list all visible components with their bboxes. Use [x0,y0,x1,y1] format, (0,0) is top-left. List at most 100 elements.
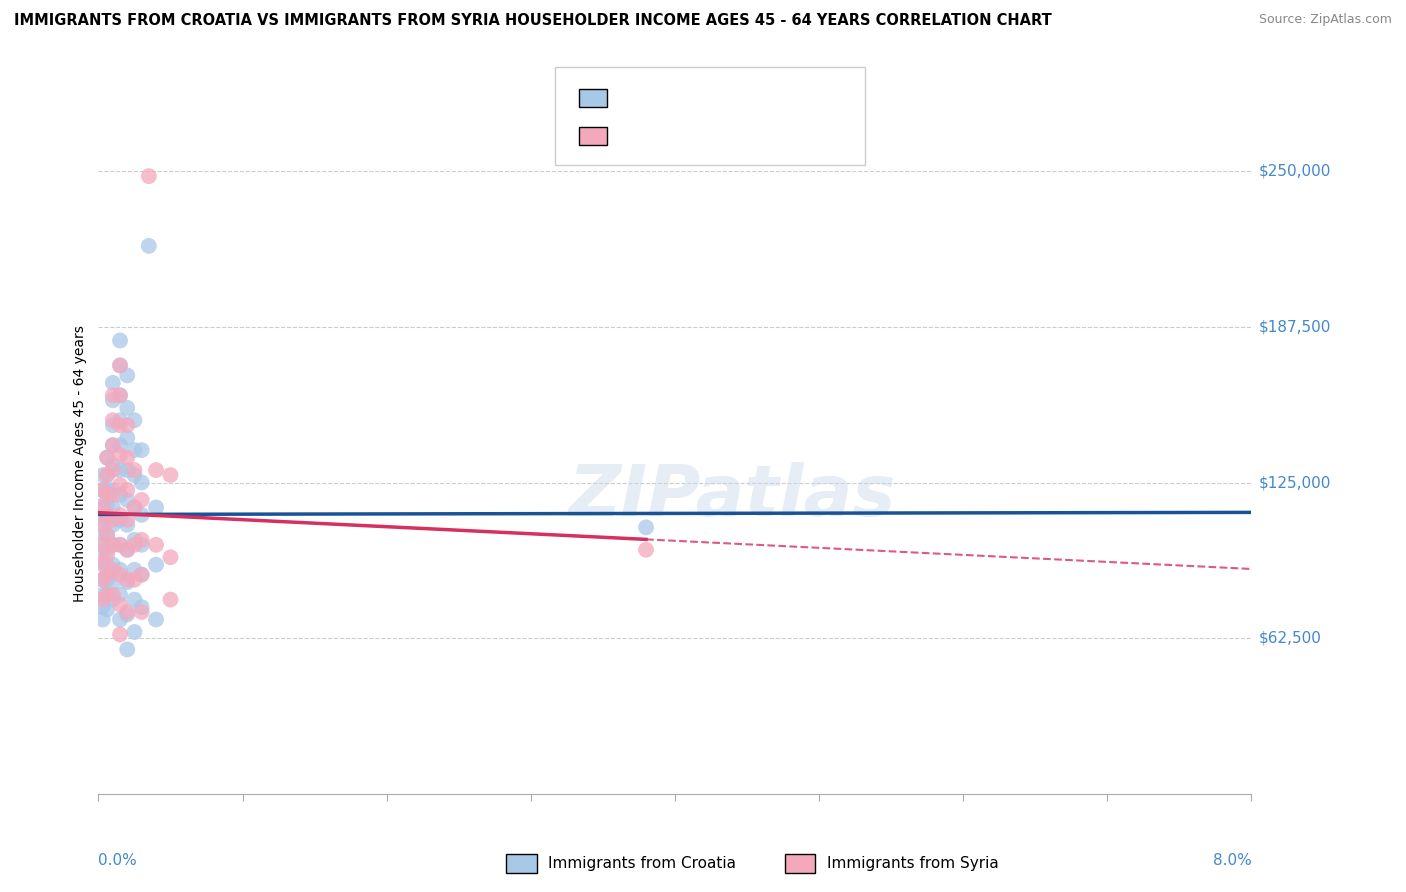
Point [91,528,114,542]
Point [131,567,153,582]
Point [101,438,124,452]
Text: N =: N = [714,127,762,145]
Point [131,538,153,552]
Text: $62,500: $62,500 [1258,631,1322,646]
Point [108,359,131,373]
Point [101,413,124,427]
Point [91,613,114,627]
Point [117,517,138,532]
Point [101,393,124,408]
Point [108,613,131,627]
Point [159,468,181,483]
Text: R =: R = [621,127,658,145]
Text: Immigrants from Syria: Immigrants from Syria [827,856,998,871]
Point [108,334,131,348]
Text: -0.077: -0.077 [664,127,723,145]
Point [108,513,131,527]
Point [91,483,114,497]
Point [131,475,153,490]
Point [108,563,131,577]
Point [96,602,118,616]
Point [159,592,181,607]
Text: N =: N = [710,89,758,107]
Text: $125,000: $125,000 [1258,475,1330,490]
Point [145,613,167,627]
Text: $187,500: $187,500 [1258,319,1330,334]
Point [124,592,146,607]
Point [131,600,153,615]
Point [91,500,114,515]
Point [108,448,131,462]
Point [108,413,131,427]
Point [108,478,131,492]
Point [101,517,124,532]
Point [636,542,658,557]
Point [131,508,153,522]
Point [636,520,658,534]
Y-axis label: Householder Income Ages 45 - 64 years: Householder Income Ages 45 - 64 years [73,326,87,602]
Point [124,500,146,515]
Point [101,575,124,590]
Point [124,563,146,577]
Point [124,538,146,552]
Point [145,538,167,552]
Point [131,605,153,619]
Point [101,588,124,602]
Point [117,542,138,557]
Point [108,388,131,402]
Point [101,483,124,497]
Point [96,468,118,483]
Point [117,483,138,497]
Point [138,239,160,253]
Text: 0.0%: 0.0% [98,854,138,868]
Point [96,528,118,542]
Point [108,598,131,612]
Point [101,376,124,390]
Point [101,488,124,502]
Point [145,500,167,515]
Point [108,588,131,602]
Point [91,483,114,497]
Point [101,500,124,515]
Point [91,468,114,483]
Point [131,443,153,458]
Point [91,555,114,569]
Point [101,513,124,527]
Point [108,418,131,433]
Point [96,483,118,497]
Point [101,592,124,607]
Point [91,573,114,587]
Point [108,538,131,552]
Text: Source: ZipAtlas.com: Source: ZipAtlas.com [1258,13,1392,27]
Point [108,388,131,402]
Point [96,513,118,527]
Text: ZIPatlas: ZIPatlas [569,462,896,532]
Point [108,463,131,477]
Point [96,488,118,502]
Point [117,607,138,622]
Point [124,463,146,477]
Point [96,468,118,483]
Point [91,542,114,557]
Point [101,438,124,452]
Point [91,592,114,607]
Point [117,542,138,557]
Point [124,468,146,483]
Point [96,508,118,522]
Point [145,463,167,477]
Point [96,450,118,465]
Point [117,513,138,527]
Text: 8.0%: 8.0% [1212,854,1251,868]
Point [108,538,131,552]
Point [96,498,118,512]
Point [124,573,146,587]
Point [91,600,114,615]
Point [124,443,146,458]
Point [124,624,146,639]
Point [124,413,146,427]
Point [117,463,138,477]
Point [101,538,124,552]
Point [101,458,124,472]
Text: IMMIGRANTS FROM CROATIA VS IMMIGRANTS FROM SYRIA HOUSEHOLDER INCOME AGES 45 - 64: IMMIGRANTS FROM CROATIA VS IMMIGRANTS FR… [14,13,1052,29]
Point [101,538,124,552]
